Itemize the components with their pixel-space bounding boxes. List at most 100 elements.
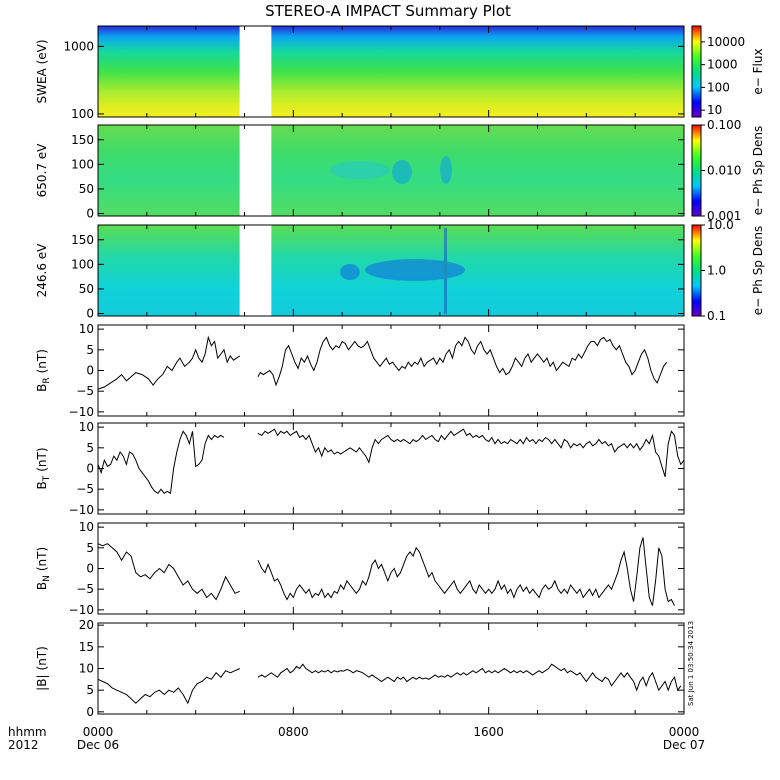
- data-gap: [239, 225, 272, 316]
- y-tick-label: 10: [79, 662, 94, 676]
- series-line: [97, 335, 241, 390]
- spectrogram-2-field: [98, 125, 684, 216]
- y-tick-label: −5: [76, 582, 94, 596]
- panel-frame: [97, 422, 685, 515]
- y-axis-label: 246.6 eV: [35, 243, 49, 298]
- colorbar-tick-label: 1.0: [707, 264, 726, 278]
- panel-frame: [97, 324, 685, 417]
- y-axis-label: BN (nT): [35, 547, 52, 590]
- y-label-sub: N: [42, 575, 52, 582]
- y-tick-label: 100: [71, 107, 94, 121]
- series-line: [97, 543, 240, 601]
- y-tick-label: 1000: [63, 39, 94, 53]
- data-gap: [239, 26, 272, 117]
- time-tick-label: 1600: [473, 725, 504, 739]
- panel-3: 0 50 100 150 246.6 eV 0.1 1.0 10.0 e− Ph Sp Dens: [35, 218, 765, 323]
- y-tick-label: 10: [79, 520, 94, 534]
- y-label-sub: T: [42, 475, 52, 482]
- y-label-unit: (nT): [35, 646, 49, 670]
- panel-6: −10 −5 0 5 10 BN (nT): [35, 520, 685, 617]
- time-tick-date: Dec 06: [77, 738, 119, 752]
- y-tick-label: 10: [79, 420, 94, 434]
- y-tick-label: 50: [79, 182, 94, 196]
- series-line: [257, 537, 675, 606]
- y-tick-label: 20: [79, 618, 94, 632]
- panel-5: −10 −5 0 5 10 BT (nT): [35, 420, 685, 517]
- panel-frame: [97, 522, 685, 615]
- y-tick-label: 150: [71, 233, 94, 247]
- y-axis-label: BT (nT): [35, 447, 52, 489]
- y-tick-label: 150: [71, 133, 94, 147]
- colorbar-tick-label: 0.1: [707, 309, 726, 323]
- colorbar-tick-label: 10.0: [707, 218, 734, 232]
- y-tick-label: 0: [86, 562, 94, 576]
- y-tick-label: 5: [86, 343, 94, 357]
- y-tick-label: −5: [76, 482, 94, 496]
- y-tick-label: 0: [86, 364, 94, 378]
- y-tick-label: 0: [86, 705, 94, 719]
- y-tick-label: −10: [69, 405, 94, 419]
- colorbar-tick-label: 10000: [707, 35, 745, 49]
- y-tick-label: −10: [69, 503, 94, 517]
- spectrogram-3-depletion: [340, 228, 465, 314]
- y-tick-label: 10: [79, 322, 94, 336]
- y-label-sub: R: [42, 377, 52, 383]
- colorbar-label: e− Flux: [751, 48, 765, 94]
- time-tick-label: 0800: [278, 725, 309, 739]
- spectrogram-2-depletion: [330, 156, 452, 184]
- series-line: [97, 430, 225, 495]
- y-tick-label: −5: [76, 384, 94, 398]
- colorbar-2: [691, 124, 702, 217]
- series-line: [257, 336, 668, 387]
- colorbar-tick-label: 0.100: [707, 118, 741, 132]
- figure-title: STEREO-A IMPACT Summary Plot: [265, 2, 511, 20]
- colorbar-tick-label: 1000: [707, 58, 738, 72]
- y-label-main: B: [35, 582, 49, 590]
- colorbar-tick-label: 0.010: [707, 164, 741, 178]
- y-tick-label: 0: [86, 307, 94, 321]
- y-tick-label: 5: [86, 683, 94, 697]
- colorbar-tick-label: 10: [707, 103, 722, 117]
- panel-7: 0 5 10 15 20 |B| (nT): [35, 618, 685, 719]
- colorbar-3: [691, 224, 702, 317]
- colorbar-tick-label: 100: [707, 80, 730, 94]
- y-label-main: B: [35, 481, 49, 489]
- y-tick-label: 5: [86, 541, 94, 555]
- spectrogram-1-field: [98, 26, 684, 117]
- y-tick-label: 15: [79, 640, 94, 654]
- time-tick-label: 0000: [669, 725, 700, 739]
- series-line: [257, 663, 682, 692]
- y-label-main: |B|: [35, 674, 49, 690]
- y-label-main: B: [35, 384, 49, 392]
- series-line: [257, 428, 685, 477]
- time-tick-label: 0000: [83, 725, 114, 739]
- y-axis-label: SWEA (eV): [35, 39, 49, 103]
- colorbar-1: [691, 25, 702, 118]
- panel-4: −10 −5 0 5 10 BR (nT): [35, 322, 685, 419]
- y-axis-label: |B| (nT): [35, 646, 49, 691]
- y-axis-label: BR (nT): [35, 349, 52, 392]
- y-label-unit: (nT): [35, 447, 49, 471]
- y-tick-label: 5: [86, 441, 94, 455]
- colorbar-label: e− Ph Sp Dens: [751, 126, 765, 215]
- y-tick-label: −10: [69, 603, 94, 617]
- stamp-text: Sat Jun 1 03:50:34 2013: [687, 621, 695, 706]
- time-tick-date: Dec 07: [663, 738, 705, 752]
- y-label-unit: (nT): [35, 547, 49, 571]
- panel-2: 0 50 100 150 650.7 eV 0.001 0.010 0.100 e− Ph Sp…: [35, 118, 765, 223]
- y-tick-label: 100: [71, 157, 94, 171]
- panel-1: 100 1000 SWEA (eV) 10 100 1000 10000 e− Flux: [35, 25, 765, 121]
- colorbar-tick-label: 0.001: [707, 209, 741, 223]
- y-tick-label: 0: [86, 207, 94, 221]
- colorbar-label: e− Ph Sp Dens: [751, 226, 765, 315]
- y-tick-label: 50: [79, 282, 94, 296]
- y-label-unit: (nT): [35, 349, 49, 373]
- time-axis-row1-label: hhmm: [8, 725, 47, 739]
- y-tick-label: 0: [86, 462, 94, 476]
- time-axis-row2-label: 2012: [8, 738, 39, 752]
- data-gap: [239, 125, 272, 216]
- series-line: [97, 668, 241, 705]
